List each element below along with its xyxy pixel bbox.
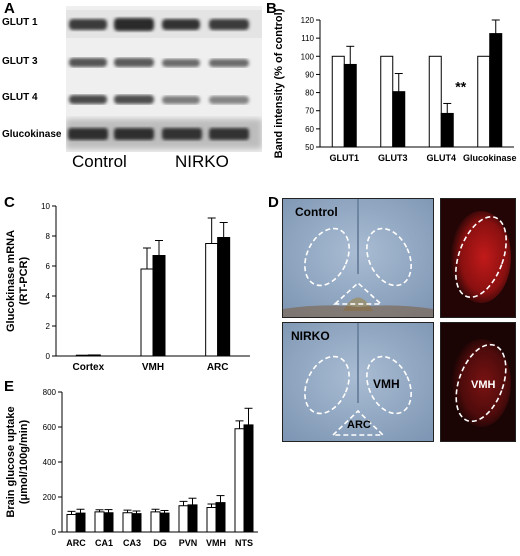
- E-ytick-label-4: 800: [43, 388, 57, 397]
- E-bar-ca1-s2: [103, 512, 114, 533]
- E-bar-vmh-s2: [215, 502, 226, 533]
- B-bar-glut4-s1: [428, 55, 442, 148]
- B-bar-glut3-s1: [380, 55, 394, 148]
- E-bar-vmh-s1: [206, 507, 217, 533]
- E-cat-label-nts: NTS: [235, 538, 253, 548]
- E-bar-nts-s2: [243, 424, 254, 533]
- E-cat-label-vmh: VMH: [206, 538, 226, 548]
- micrograph-label-nirko: NIRKO: [291, 329, 330, 343]
- E-cat-label-ca1: CA1: [95, 538, 113, 548]
- B-ytick-label-6: 110: [301, 34, 314, 43]
- micrograph-nirko-brightfield: NIRKO VMH ARC: [282, 322, 434, 442]
- C-bar-cortex-s2: [87, 354, 101, 357]
- E-bar-nts-s1: [234, 428, 245, 533]
- B-ytick-label-2: 70: [305, 107, 314, 116]
- blot-group-label-control: Control: [72, 152, 127, 171]
- E-bar-dg-s1: [150, 511, 161, 533]
- C-ytick-label-5: 10: [41, 202, 50, 211]
- E-cat-label-ca3: CA3: [123, 538, 141, 548]
- micrograph-label-vmh: VMH: [373, 377, 400, 391]
- C-ytick-label-0: 0: [46, 352, 51, 361]
- panel-label-a: A: [4, 0, 15, 17]
- B-bar-glucokinase-s1: [477, 55, 491, 148]
- B-cat-label-glut1: GLUT1: [329, 153, 359, 163]
- B-ytick-label-4: 90: [305, 70, 314, 79]
- B-cat-label-glut4: GLUT4: [426, 153, 456, 163]
- E-bar-pvn-s2: [187, 504, 198, 533]
- micrograph-nirko-fluorescence: VMH: [440, 322, 516, 442]
- blot-row-label-glut3: GLUT 3: [2, 56, 38, 67]
- B-ytick-label-1: 60: [305, 125, 314, 134]
- B-bar-glut3-s2: [392, 91, 406, 148]
- E-ytick-label-3: 600: [43, 423, 57, 432]
- C-cat-label-cortex: Cortex: [72, 362, 104, 373]
- C-bar-cortex-s1: [75, 354, 89, 357]
- panel-label-e: E: [4, 378, 15, 395]
- E-bar-arc-s1: [66, 514, 77, 533]
- E-bar-arc-s2: [75, 512, 86, 533]
- E-bar-ca3-s2: [131, 513, 142, 533]
- E-ytick-label-1: 200: [43, 493, 57, 502]
- C-cat-label-vmh: VMH: [142, 362, 164, 373]
- C-bar-arc-s2: [217, 237, 231, 357]
- E-ylabel-1: (μmol/100g/min): [18, 419, 30, 504]
- B-ytick-label-7: 120: [301, 16, 315, 25]
- C-ytick-label-1: 2: [46, 322, 51, 331]
- E-cat-label-dg: DG: [153, 538, 167, 548]
- C-bar-vmh-s2: [152, 255, 166, 357]
- panel-label-d: D: [268, 194, 279, 211]
- western-blot-image: [66, 6, 262, 152]
- micrograph-label-arc: ARC: [347, 419, 371, 431]
- B-cat-label-glucokinase: Glucokinase: [463, 153, 517, 163]
- C-ylabel-1: (RT-PCR): [18, 257, 30, 306]
- B-bar-glut1-s2: [343, 63, 357, 148]
- chart-c-glucokinase-mrna: 0 2 4 6 8 10 Cortex VMH ARC Glucokinase mRNA (RT-P…: [5, 202, 250, 373]
- E-cat-label-pvn: PVN: [179, 538, 198, 548]
- C-bar-vmh-s1: [140, 268, 154, 357]
- blot-row-label-glucokinase: Glucokinase: [2, 129, 62, 140]
- chart-e-brain-glucose-uptake: 0 200 400 600 800 ARC CA1 CA3 DG PVN VMH NTS Brain g…: [5, 388, 258, 548]
- E-cat-label-arc: ARC: [66, 538, 86, 548]
- B-ytick-label-5: 100: [301, 52, 315, 61]
- C-bar-arc-s1: [205, 243, 219, 357]
- B-ylabel-0: Band intensity (% of control): [273, 8, 285, 158]
- C-ylabel-0: Glucokinase mRNA: [5, 230, 17, 332]
- E-bar-ca1-s1: [94, 511, 105, 533]
- micrograph-label-control: Control: [295, 205, 338, 219]
- E-bar-pvn-s1: [178, 505, 189, 533]
- blot-row-label-glut1: GLUT 1: [2, 17, 38, 28]
- E-ytick-label-0: 0: [52, 528, 57, 537]
- B-bar-glut4-s2: [440, 112, 454, 148]
- C-cat-label-arc: ARC: [207, 362, 229, 373]
- micrograph-control-fluorescence: [440, 198, 516, 318]
- panel-label-b: B: [266, 0, 277, 17]
- E-ylabel-0: Brain glucose uptake: [5, 406, 17, 517]
- B-ytick-label-0: 50: [305, 143, 314, 152]
- C-ytick-label-3: 6: [46, 262, 51, 271]
- panel-label-c: C: [4, 194, 15, 211]
- blot-row-label-glut4: GLUT 4: [2, 92, 38, 103]
- B-bar-glut1-s1: [331, 55, 345, 148]
- B-annotation-0: **: [455, 78, 466, 94]
- B-ytick-label-3: 80: [305, 89, 314, 98]
- B-cat-label-glut3: GLUT3: [378, 153, 408, 163]
- B-bar-glucokinase-s2: [489, 33, 503, 148]
- C-ytick-label-4: 8: [46, 232, 51, 241]
- micrograph-label-vmh-red: VMH: [471, 379, 496, 391]
- C-ytick-label-2: 4: [46, 292, 51, 301]
- E-bar-dg-s2: [159, 512, 170, 533]
- chart-b-band-intensity: 50 60 70 80 90 100 110 120 GLUT1 GLUT3 GLUT4 Glucok…: [273, 8, 517, 163]
- blot-group-label-nirko: NIRKO: [175, 152, 229, 171]
- E-bar-ca3-s1: [122, 512, 133, 533]
- micrograph-control-brightfield: Control: [282, 198, 434, 318]
- E-ytick-label-2: 400: [43, 458, 57, 467]
